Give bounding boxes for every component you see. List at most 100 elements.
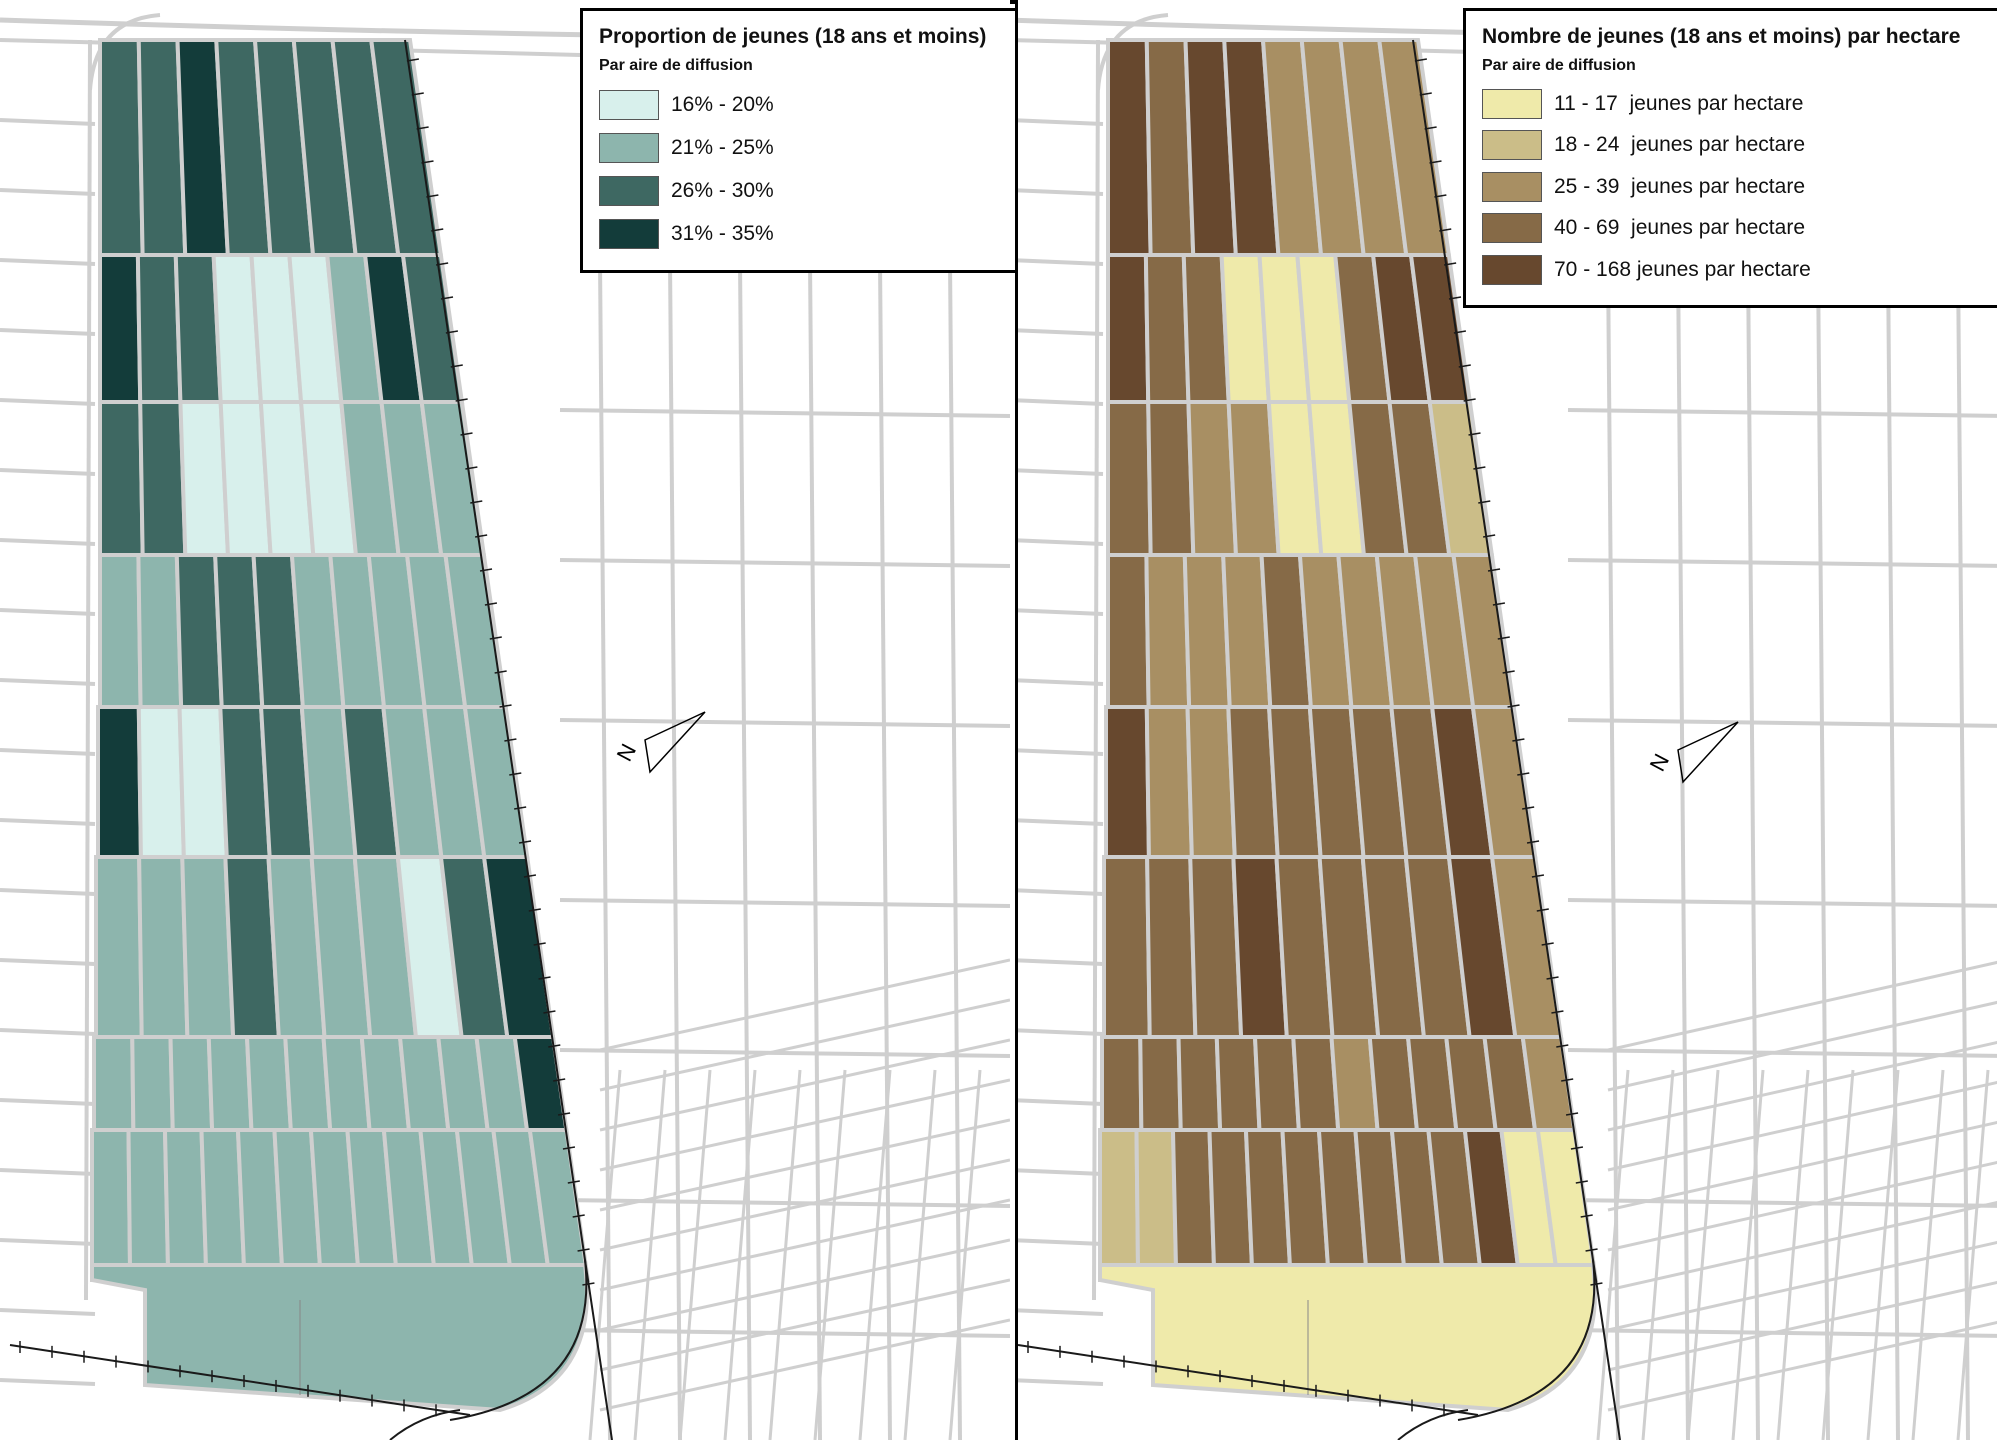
railway-tick xyxy=(1424,126,1437,130)
street-line xyxy=(0,17,1010,48)
street-line xyxy=(813,1069,847,1440)
railway-tick xyxy=(557,1112,571,1116)
street-line xyxy=(599,1318,1010,1412)
street-line xyxy=(1686,1069,1720,1440)
street-line xyxy=(1567,718,1997,728)
railway-tick xyxy=(1585,1248,1598,1252)
railway-tick xyxy=(1541,942,1554,946)
railway-tick xyxy=(523,874,537,878)
street-line xyxy=(0,1168,96,1176)
street-line xyxy=(599,958,1010,1052)
railway-tick xyxy=(440,296,454,300)
street-line xyxy=(1731,1069,1765,1440)
railway-line xyxy=(404,39,588,1421)
railway-tick xyxy=(416,126,429,130)
street-line xyxy=(1018,1168,1104,1176)
legend-title: Nombre de jeunes (18 ans et moins) par h… xyxy=(1482,25,1961,48)
railway-tick xyxy=(1448,296,1462,300)
street-line xyxy=(0,328,96,336)
dissemination-area xyxy=(1100,1035,1144,1132)
dissemination-area xyxy=(130,1035,175,1132)
railway-tick xyxy=(1497,636,1510,640)
street-line xyxy=(948,259,962,1440)
street-line xyxy=(1567,408,1997,418)
dissemination-area xyxy=(1145,855,1198,1039)
map-panel-proportion: N xyxy=(0,13,1010,1440)
dissemination-area xyxy=(1144,553,1192,709)
street-line xyxy=(903,1069,937,1440)
railway-tick xyxy=(1419,92,1432,96)
railway-tick xyxy=(1487,568,1501,572)
railway-tick xyxy=(1536,908,1549,912)
street-line xyxy=(599,1278,1010,1372)
street-line xyxy=(0,678,96,686)
dissemination-area xyxy=(96,705,143,859)
legend-item: 11 - 17 jeunes par hectare xyxy=(1482,83,1997,125)
street-line xyxy=(633,1069,667,1440)
street-line xyxy=(1567,898,1997,908)
street-line xyxy=(1607,1160,1997,1252)
dissemination-area xyxy=(136,553,184,709)
street-line xyxy=(1018,1308,1104,1316)
dissemination-area xyxy=(90,1128,133,1282)
railway-line xyxy=(389,1409,461,1440)
railway-tick xyxy=(572,1214,585,1218)
railway-tick xyxy=(1453,330,1467,334)
railway-tick xyxy=(1463,398,1476,402)
street-line xyxy=(1018,1238,1104,1246)
railway-tick xyxy=(509,772,522,776)
street-line xyxy=(0,118,96,126)
legend-density: Nombre de jeunes (18 ans et moins) par h… xyxy=(1463,8,1997,308)
legend-proportion: Proportion de jeunes (18 ans et moins) P… xyxy=(580,8,1020,273)
street-line xyxy=(1018,1098,1104,1106)
street-line xyxy=(0,888,96,896)
dissemination-area xyxy=(1106,553,1151,709)
railway-tick xyxy=(1429,160,1442,164)
dissemination-area xyxy=(126,1128,171,1282)
railway-tick xyxy=(543,1010,556,1014)
railway-tick xyxy=(528,908,541,912)
railway-tick xyxy=(1444,262,1457,266)
legend-label: 11 - 17 jeunes par hectare xyxy=(1554,91,1804,115)
dissemination-area xyxy=(1098,1128,1141,1282)
railway-tick xyxy=(1561,1078,1574,1082)
street-line xyxy=(1607,1320,1997,1412)
street-line xyxy=(1607,1120,1997,1212)
railway-tick xyxy=(514,806,527,810)
street-line xyxy=(808,259,822,1440)
street-line xyxy=(0,398,96,406)
legend-swatch xyxy=(599,89,659,120)
street-line xyxy=(88,13,161,91)
railway-tick xyxy=(548,1044,561,1048)
railway-tick xyxy=(489,636,502,640)
railway-line xyxy=(584,1259,613,1440)
street-line xyxy=(1018,888,1104,896)
railway-tick xyxy=(421,160,434,164)
street-line xyxy=(858,1069,892,1440)
railway-tick xyxy=(518,840,532,844)
railway-tick xyxy=(1502,670,1515,674)
street-line xyxy=(1746,259,1760,1440)
legend-swatch xyxy=(599,175,659,206)
railway-tick xyxy=(1414,58,1427,62)
railway-tick xyxy=(436,262,449,266)
dissemination-area xyxy=(1176,1035,1223,1132)
railway-tick xyxy=(445,330,459,334)
railway-tick xyxy=(1478,500,1491,504)
railway-tick xyxy=(426,194,439,198)
dissemination-area xyxy=(1214,1035,1262,1132)
street-line xyxy=(84,39,92,1301)
railway-tick xyxy=(1565,1112,1579,1116)
street-line xyxy=(1821,1069,1855,1440)
railway-tick xyxy=(1546,976,1559,980)
railway-tick xyxy=(1483,534,1496,538)
dissemination-area xyxy=(137,855,190,1039)
railway-tick xyxy=(1556,1044,1569,1048)
north-label: N xyxy=(612,740,642,766)
dissemination-area xyxy=(1143,253,1191,404)
railway-tick xyxy=(431,228,444,232)
choropleth-map-density: N xyxy=(1018,13,1997,1440)
dissemination-area xyxy=(206,1035,254,1132)
street-line xyxy=(878,259,892,1440)
legend-item: 21% - 25% xyxy=(599,126,1001,169)
